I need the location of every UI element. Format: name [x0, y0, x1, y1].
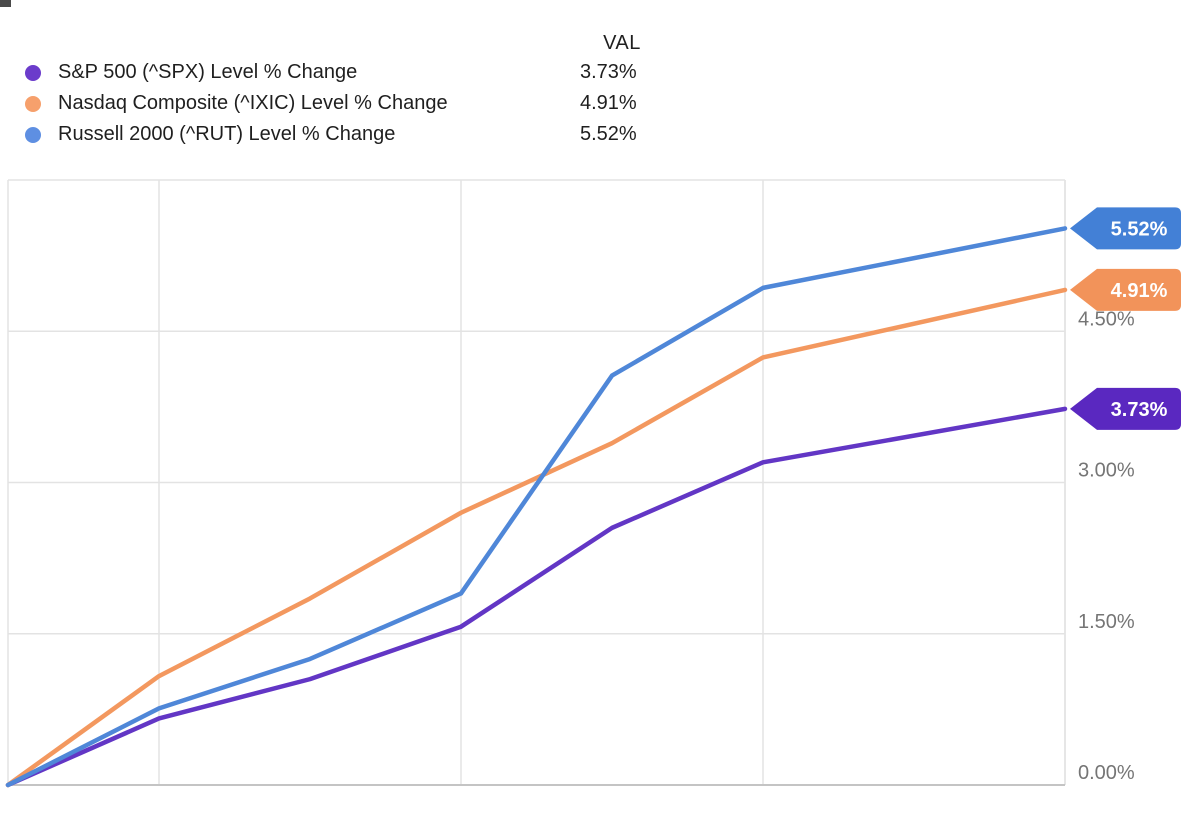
series-line	[5, 406, 1068, 788]
series-end-tag	[1070, 207, 1181, 250]
legend-item: S&P 500 (^SPX) Level % Change 3.73%	[0, 60, 1186, 86]
series-end-tag-label: 5.52%	[1111, 218, 1168, 240]
corner-artifact	[0, 0, 11, 7]
legend-series-value: 4.91%	[580, 92, 637, 114]
series-end-tag	[1070, 268, 1181, 311]
y-tick-label: 1.50%	[1078, 611, 1135, 633]
series-end-tag	[1070, 387, 1181, 430]
series-end-tag-label: 3.73%	[1111, 399, 1168, 421]
y-tick-label: 0.00%	[1078, 762, 1135, 784]
series-line	[5, 226, 1068, 788]
legend-item: Nasdaq Composite (^IXIC) Level % Change 4…	[0, 91, 1186, 117]
legend-dot-icon	[25, 96, 41, 112]
legend-series-label: Russell 2000 (^RUT) Level % Change	[58, 123, 396, 145]
legend-dot-icon	[25, 127, 41, 143]
legend-item: Russell 2000 (^RUT) Level % Change 5.52%	[0, 122, 1186, 148]
legend-series-label: S&P 500 (^SPX) Level % Change	[58, 61, 358, 83]
series-end-tag-label: 4.91%	[1111, 280, 1168, 302]
legend-value-column-header: VAL	[603, 32, 641, 54]
chart-legend: VAL S&P 500 (^SPX) Level % Change 3.73% Na…	[0, 0, 1186, 160]
legend-series-value: 5.52%	[580, 123, 637, 145]
legend-series-label: Nasdaq Composite (^IXIC) Level % Change	[58, 92, 448, 114]
legend-series-value: 3.73%	[580, 61, 637, 83]
y-tick-label: 4.50%	[1078, 308, 1135, 330]
series-line	[5, 287, 1068, 788]
y-tick-label: 3.00%	[1078, 460, 1135, 482]
legend-dot-icon	[25, 65, 41, 81]
